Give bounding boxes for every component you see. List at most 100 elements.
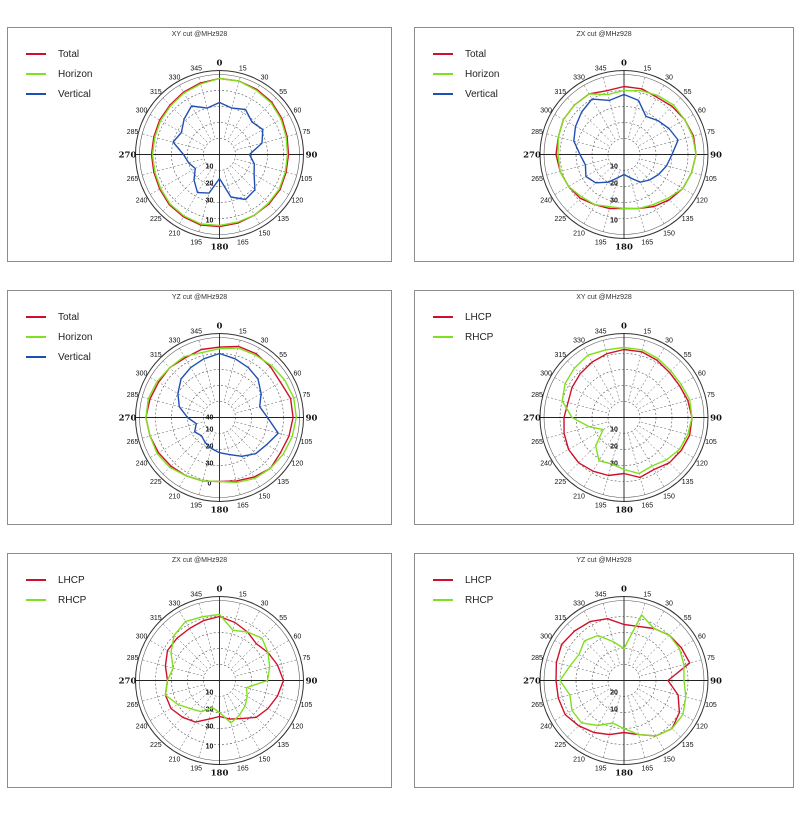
grid-spoke (583, 695, 616, 750)
grid-spoke (198, 603, 216, 664)
radial-tick-label: 20 (206, 707, 214, 714)
angle-tick-label: 210 (573, 493, 585, 500)
grid-spoke (603, 603, 620, 664)
legend-label: RHCP (465, 594, 494, 606)
chart-title: XY cut @MHz928 (576, 294, 632, 301)
radial-tick-label: 10 (610, 164, 618, 171)
grid-spoke (546, 684, 608, 702)
series-line (561, 346, 693, 475)
angle-tick-label: 240 (136, 461, 148, 468)
angle-tick-label: 120 (696, 198, 708, 205)
radial-tick-label: 20 (610, 181, 618, 188)
angle-tick-label: 240 (136, 724, 148, 731)
legend-label: Total (58, 311, 80, 323)
legend-swatch (26, 73, 46, 75)
series-line (172, 101, 264, 201)
legend-entry: Total (26, 44, 92, 64)
polar-chart: 0 15 30 55 60 75 90 105 120 135 150 165 180 195 210 225… (523, 59, 722, 253)
legend-swatch (26, 599, 46, 601)
legend-entry: Vertical (26, 84, 92, 104)
chart-panel-3: 0 15 30 55 60 75 90 105 120 135 150 165 180 195 210 225… (7, 290, 392, 525)
grid-spoke (640, 684, 702, 702)
angle-tick-label: 345 (595, 66, 607, 73)
legend-label: RHCP (58, 594, 87, 606)
angle-tick-label: 265 (127, 176, 139, 183)
angle-tick-label: 15 (643, 329, 651, 336)
angle-tick-label: 195 (595, 765, 607, 772)
legend-label: LHCP (58, 574, 85, 586)
angle-tick-label: 75 (707, 129, 715, 136)
angle-tick-label: 60 (698, 371, 706, 378)
angle-tick-label: 120 (292, 461, 304, 468)
angle-tick-label: 150 (663, 230, 675, 237)
angle-tick-label: 120 (696, 724, 708, 731)
angle-tick-label: 195 (190, 765, 202, 772)
angle-tick-label: 30 (261, 601, 269, 608)
angle-tick-label: 60 (698, 108, 706, 115)
legend-swatch (433, 316, 453, 318)
polar-chart: 0 15 30 55 60 75 90 105 120 135 150 165 180 195 210 225… (119, 585, 318, 779)
grid-spoke (636, 166, 681, 212)
grid-spoke (603, 697, 620, 758)
legend-entry: Total (433, 44, 499, 64)
radial-tick-label: 20 (610, 444, 618, 451)
grid-spoke (142, 133, 203, 151)
angle-tick-label: 210 (169, 230, 181, 237)
angle-tick-label: 105 (301, 702, 313, 709)
legend-label: LHCP (465, 574, 492, 586)
chart-panel-6: 0 15 30 55 60 75 90 105 120 135 150 165 180 195 210 225… (414, 553, 794, 788)
chart-panel-2: 0 15 30 55 60 75 90 105 120 135 150 165 180 195 210 225… (414, 27, 794, 262)
angle-tick-label: 15 (643, 592, 651, 599)
angle-tick-label: 30 (261, 75, 269, 82)
grid-spoke (231, 97, 277, 143)
angle-tick-label: 75 (303, 655, 311, 662)
angle-tick-label: 315 (555, 352, 567, 359)
angle-tick-label: 135 (277, 742, 289, 749)
grid-spoke (236, 659, 297, 677)
angle-tick-label: 225 (555, 216, 567, 223)
angle-tick-label: 120 (696, 461, 708, 468)
angle-tick-label: 60 (294, 371, 302, 378)
series-line (164, 613, 271, 724)
angle-tick-label: 285 (531, 655, 543, 662)
angle-tick-label: 270 (523, 414, 541, 424)
angle-tick-label: 165 (237, 765, 249, 772)
grid-spoke (640, 396, 702, 414)
grid-spoke (554, 640, 609, 672)
radial-tick-label: 10 (206, 427, 214, 434)
angle-tick-label: 75 (707, 655, 715, 662)
angle-tick-label: 30 (665, 75, 673, 82)
grid-spoke (636, 623, 681, 669)
legend-entry: RHCP (433, 590, 493, 610)
angle-tick-label: 135 (277, 216, 289, 223)
radial-tick-label: 30 (206, 724, 214, 731)
radial-tick-label: 40 (206, 415, 214, 422)
legend-swatch (26, 356, 46, 358)
grid-spoke (640, 659, 702, 677)
angle-tick-label: 265 (531, 176, 543, 183)
legend-entry: Horizon (433, 64, 499, 84)
grid-spoke (142, 659, 203, 677)
angle-tick-label: 0 (217, 322, 223, 332)
legend-label: Horizon (465, 68, 500, 80)
grid-spoke (179, 169, 211, 224)
series-line (150, 77, 290, 228)
series-line (145, 347, 297, 484)
angle-tick-label: 0 (621, 322, 627, 332)
angle-tick-label: 150 (259, 230, 271, 237)
legend-swatch (26, 336, 46, 338)
angle-tick-label: 55 (684, 89, 692, 96)
grid-spoke (231, 360, 277, 406)
grid-spoke (636, 429, 681, 475)
angle-tick-label: 150 (663, 493, 675, 500)
grid-spoke (632, 169, 665, 224)
grid-spoke (554, 426, 609, 458)
chart-panel-4: 0 15 30 55 60 75 90 105 120 135 150 165 180 195 210 225… (414, 290, 794, 525)
angle-tick-label: 60 (294, 108, 302, 115)
angle-tick-label: 165 (237, 502, 249, 509)
grid-spoke (236, 396, 297, 414)
polar-chart: 0 15 30 55 60 75 90 105 120 135 150 165 180 195 210 225… (523, 585, 722, 779)
legend-entry: LHCP (433, 307, 493, 327)
chart-panel-1: 0 15 30 55 60 75 90 105 120 135 150 165 180 195 210 225… (7, 27, 392, 262)
grid-spoke (198, 171, 216, 232)
